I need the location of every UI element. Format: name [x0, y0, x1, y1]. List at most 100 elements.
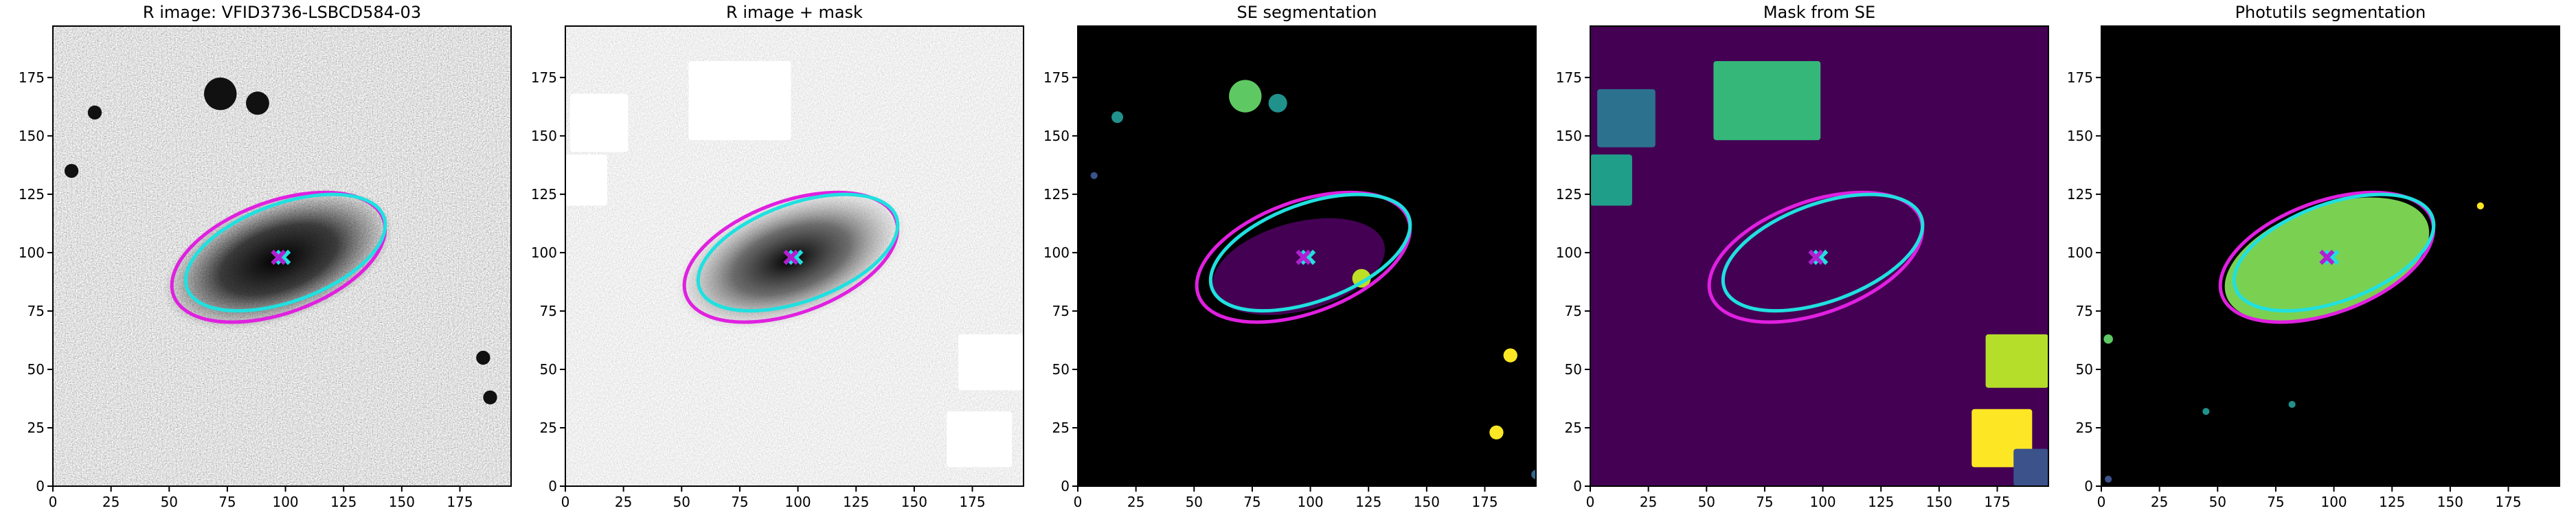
x-tick-label: 100	[1809, 494, 1835, 510]
mask-region	[1985, 334, 2048, 388]
center-marker	[2319, 249, 2335, 265]
x-tick-label: 0	[561, 494, 570, 510]
panel: R image + mask 0 25 50 75 100 125 150 175 0 25 50 75…	[531, 3, 1024, 510]
y-tick-label: 0	[2084, 478, 2093, 494]
center-marker	[1296, 249, 1311, 265]
x-tick-label: 75	[1756, 494, 1773, 510]
panel: SE segmentation 0 25 50 75 100 125 150 175 0 25 50 7…	[1043, 3, 1537, 510]
x-tick-label: 100	[1297, 494, 1323, 510]
center-marker	[1300, 249, 1316, 265]
image	[1078, 26, 1536, 486]
x-tick-label: 175	[959, 494, 985, 510]
y-tick-label: 175	[531, 69, 557, 86]
y-tick-label: 25	[27, 420, 45, 436]
mask-region	[1590, 154, 1632, 206]
panel-title: SE segmentation	[1237, 3, 1377, 22]
segment	[1531, 470, 1536, 479]
y-tick-label: 50	[540, 361, 557, 378]
image	[1590, 26, 2048, 486]
y-tick-label: 75	[1052, 303, 1070, 319]
center-marker	[1808, 249, 1824, 265]
x-tick-label: 125	[2379, 494, 2405, 510]
x-tick-label: 100	[272, 494, 298, 510]
panel: Photutils segmentation 0 25 50 75 100 125 150 17…	[2067, 3, 2560, 510]
star	[204, 77, 237, 111]
image	[53, 26, 511, 486]
axes-frame	[565, 25, 1024, 487]
x-tick-label: 75	[218, 494, 236, 510]
y-tick-label: 25	[540, 420, 557, 436]
y-tick-label: 150	[19, 128, 45, 144]
x-tick-label: 25	[1640, 494, 1657, 510]
x-tick-label: 50	[673, 494, 690, 510]
y-tick-label: 50	[27, 361, 45, 378]
x-tick-label: 175	[1984, 494, 2010, 510]
y-tick-label: 175	[2067, 69, 2093, 86]
panel-title: Photutils segmentation	[2235, 3, 2426, 22]
y-tick-label: 125	[1043, 186, 1070, 203]
center-marker	[275, 249, 291, 265]
segment	[2202, 408, 2210, 415]
y-tick-label: 150	[1556, 128, 1582, 144]
y-tick-label: 25	[1565, 420, 1582, 436]
y-tick-label: 175	[1043, 69, 1070, 86]
x-tick-label: 0	[2097, 494, 2106, 510]
x-tick-label: 50	[1698, 494, 1715, 510]
y-tick-label: 125	[1556, 186, 1582, 203]
segment	[1352, 268, 1371, 288]
y-tick-label: 100	[531, 244, 557, 261]
x-tick-label: 50	[1186, 494, 1203, 510]
axes-frame	[1077, 25, 1537, 487]
center-marker	[788, 249, 804, 265]
y-tick-label: 125	[2067, 186, 2093, 203]
center-marker	[2324, 249, 2340, 265]
mask-region	[958, 334, 1024, 391]
x-tick-label: 75	[1243, 494, 1261, 510]
segment	[1229, 80, 1262, 113]
y-tick-label: 50	[2076, 361, 2093, 378]
mask-region	[565, 154, 607, 206]
x-tick-label: 150	[901, 494, 927, 510]
mask-region	[2013, 448, 2048, 486]
ellipse-cyan	[696, 192, 900, 313]
segment	[2476, 202, 2484, 209]
panel: Mask from SE 0 25 50 75 100 125 150 175 0 25 50 75 10…	[1556, 3, 2049, 510]
y-tick-label: 150	[531, 128, 557, 144]
y-tick-label: 0	[548, 478, 557, 494]
y-tick-label: 100	[19, 244, 45, 261]
star	[87, 105, 102, 119]
segment	[2288, 400, 2296, 409]
x-tick-label: 25	[1127, 494, 1144, 510]
x-tick-label: 125	[843, 494, 869, 510]
mask-region	[1597, 89, 1656, 148]
segment	[1503, 348, 1517, 363]
segment	[1090, 172, 1098, 179]
x-tick-label: 125	[330, 494, 357, 510]
ellipse-cyan	[1721, 192, 1925, 313]
y-tick-label: 175	[1556, 69, 1582, 86]
image	[2101, 26, 2560, 486]
y-tick-label: 75	[540, 303, 557, 319]
x-tick-label: 100	[2320, 494, 2347, 510]
x-tick-label: 75	[2267, 494, 2284, 510]
segment	[2103, 334, 2113, 344]
x-tick-label: 50	[2209, 494, 2226, 510]
center-marker	[783, 249, 799, 265]
y-tick-label: 0	[36, 478, 45, 494]
segment	[2105, 475, 2112, 483]
image	[565, 26, 1024, 486]
y-tick-label: 25	[2076, 420, 2093, 436]
y-tick-label: 125	[531, 186, 557, 203]
x-tick-label: 25	[615, 494, 632, 510]
y-tick-label: 150	[2067, 128, 2093, 144]
ellipse-cyan	[1208, 192, 1412, 313]
segment	[1489, 425, 1504, 439]
panel: R image: VFID3736-LSBCD584-03 0 25 50 75 100 1…	[19, 3, 512, 510]
x-tick-label: 0	[49, 494, 58, 510]
x-tick-label: 125	[1355, 494, 1381, 510]
y-tick-label: 0	[1573, 478, 1582, 494]
y-tick-label: 50	[1052, 361, 1070, 378]
x-tick-label: 175	[2495, 494, 2521, 510]
